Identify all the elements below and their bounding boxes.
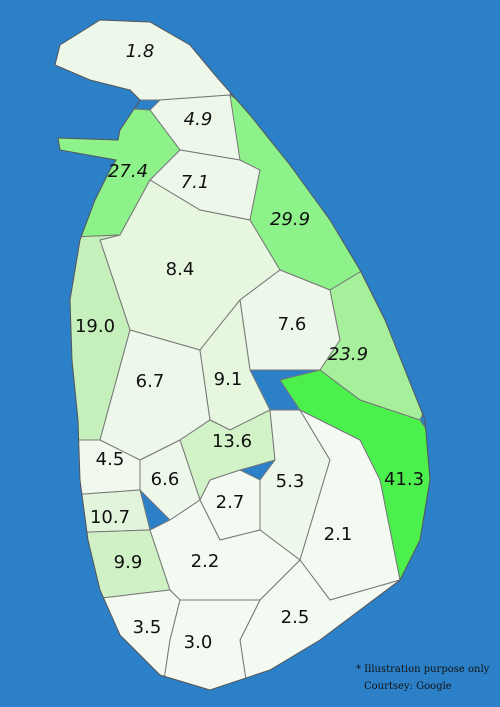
district-value: 5.3 — [276, 471, 305, 492]
district-value: 2.7 — [216, 492, 245, 513]
note: * Illustration purpose only — [356, 664, 490, 675]
district-value: 2.5 — [281, 607, 310, 628]
district-value: 3.0 — [184, 632, 213, 653]
district-value: 23.9 — [328, 344, 368, 365]
district-value: 6.7 — [136, 371, 165, 392]
district-value: 13.6 — [212, 431, 252, 452]
district-value: 4.9 — [184, 109, 213, 130]
district — [159, 599, 261, 690]
district-value: 9.9 — [114, 552, 143, 573]
district-value: 4.5 — [96, 449, 125, 470]
district-value: 29.9 — [270, 209, 310, 230]
district-value: 7.1 — [181, 172, 210, 193]
district-value: 9.1 — [214, 369, 243, 390]
district-value: 19.0 — [75, 316, 115, 337]
district-value: 7.6 — [278, 314, 307, 335]
credit: Courtsey: Google — [364, 681, 452, 692]
district-value: 8.4 — [166, 259, 195, 280]
coastline — [54, 19, 431, 691]
district-value: 1.8 — [126, 41, 155, 62]
district-value: 2.1 — [324, 524, 353, 545]
district-value: 10.7 — [90, 507, 130, 528]
district-value: 6.6 — [151, 469, 180, 490]
district-value: 2.2 — [191, 551, 220, 572]
district-value: 3.5 — [133, 617, 162, 638]
labels: 1.8 4.9 27.4 7.1 29.9 8.4 19.0 7.6 23.9 6.7 9.1 41.… — [75, 41, 424, 653]
district-value: 41.3 — [384, 469, 424, 490]
district-value: 27.4 — [108, 161, 148, 182]
